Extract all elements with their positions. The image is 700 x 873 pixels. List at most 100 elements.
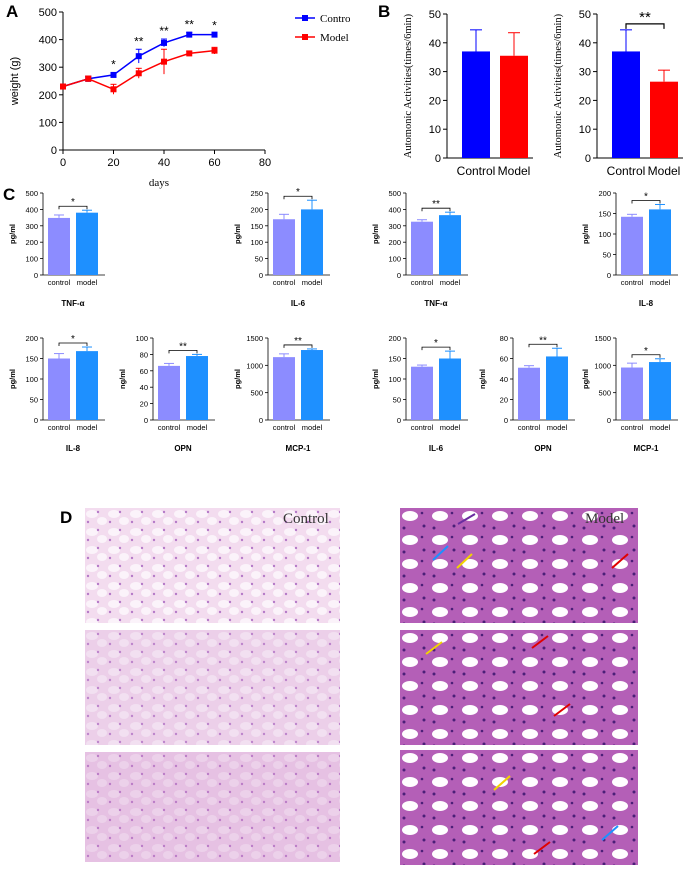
data-point-model <box>211 47 218 54</box>
y-tick-label: 10 <box>429 124 441 136</box>
bar-model <box>301 209 323 275</box>
significance-mark: ** <box>432 199 440 210</box>
bar-model <box>76 212 98 275</box>
chart-c8-il6-bar: 0 50 100 150 200 pg/ml control model IL-6 * <box>371 334 468 453</box>
arrow-blue-icon <box>432 545 449 561</box>
data-point-control <box>186 31 193 38</box>
x-axis-label: TNF-α <box>424 299 447 308</box>
y-tick-label: 400 <box>388 205 401 214</box>
significance-mark: ** <box>134 34 144 48</box>
y-tick-label: 100 <box>250 238 263 247</box>
y-tick-label: 0 <box>435 153 441 165</box>
x-tick-label: control <box>411 278 434 287</box>
arrow-yellow-icon <box>425 641 443 655</box>
panel-letter-b: B <box>378 2 391 21</box>
x-tick-label: control <box>273 423 296 432</box>
y-tick-label: 50 <box>255 255 263 264</box>
legend-label: Model <box>320 32 349 44</box>
bar-control <box>612 51 640 158</box>
y-tick-label: 60 <box>500 355 508 364</box>
y-tick-label: 30 <box>429 67 441 79</box>
significance-bracket <box>283 344 313 348</box>
significance-bracket <box>58 205 88 210</box>
x-tick-label: model <box>650 278 671 287</box>
chart-c1-tnf-bar: 0 100 200 300 400 500 pg/ml control model TNF-α * <box>8 189 105 308</box>
y-tick-label: 300 <box>25 222 38 231</box>
y-axis-label: pg/ml <box>8 224 17 244</box>
data-point-control <box>211 31 218 38</box>
x-tick-label: Control <box>607 164 646 178</box>
x-axis-label: IL-6 <box>291 299 306 308</box>
y-tick-label: 100 <box>135 334 148 343</box>
x-axis-label: IL-6 <box>429 444 444 453</box>
chart-b1-activity-bar: 0 10 20 30 40 50 Automonic Activities(times/6m… <box>403 9 533 178</box>
chart-c2-il6-bar: 0 50 100 150 200 250 pg/ml control model IL-6 * <box>233 187 330 308</box>
data-point-model <box>135 70 142 77</box>
arrow-red-icon <box>531 635 549 649</box>
x-tick-label: control <box>48 423 71 432</box>
x-tick-label: control <box>518 423 541 432</box>
x-tick-label: Control <box>457 164 496 178</box>
y-tick-label: 0 <box>585 153 591 165</box>
bar-model <box>76 351 98 420</box>
histology-control-1 <box>85 508 340 623</box>
significance-mark: * <box>111 58 116 72</box>
y-tick-label: 1500 <box>246 334 263 343</box>
significance-mark: * <box>644 191 648 202</box>
panel-letter-c: C <box>3 185 16 204</box>
chart-b2-activity-bar: 0 10 20 30 40 50 Automonic Activities(times/6m… <box>553 9 683 178</box>
y-tick-label: 200 <box>39 90 57 102</box>
x-axis-label: IL-8 <box>66 444 81 453</box>
y-tick-label: 20 <box>579 95 591 107</box>
y-tick-label: 40 <box>579 38 591 50</box>
bar-control <box>621 367 643 420</box>
significance-mark: ** <box>179 341 187 352</box>
data-point-model <box>110 86 117 93</box>
x-tick-label: model <box>547 423 568 432</box>
x-tick-label: control <box>621 278 644 287</box>
y-tick-label: 100 <box>598 230 611 239</box>
chart-c4-il8-bar: 0 50 100 150 200 pg/ml control model IL-8 * <box>581 189 678 308</box>
significance-bracket <box>421 207 451 212</box>
arrow-red-icon <box>611 553 629 569</box>
chart-c7-mcp1-bar: 0 500 1000 1500 pg/ml control model MCP-1 ** <box>233 334 330 453</box>
bar-model <box>439 358 461 420</box>
bar-control <box>411 366 433 420</box>
y-tick-label: 150 <box>388 355 401 364</box>
y-tick-label: 0 <box>397 416 401 425</box>
y-axis-label: ng/ml <box>118 369 127 389</box>
bar-control <box>621 216 643 275</box>
bar-model <box>500 55 528 159</box>
bar-control <box>273 219 295 275</box>
y-tick-label: 100 <box>39 117 57 129</box>
x-axis-label: days <box>149 177 169 189</box>
y-tick-label: 300 <box>388 222 401 231</box>
y-tick-label: 150 <box>598 210 611 219</box>
significance-bracket <box>168 350 198 354</box>
histology-control-3 <box>85 752 340 862</box>
histology-control-label: Control <box>283 511 329 527</box>
data-point-control <box>135 53 142 60</box>
y-tick-label: 20 <box>140 400 148 409</box>
significance-mark: * <box>434 338 438 349</box>
chart-c6-opn-bar: 0 20 40 60 80 100 ng/ml control model OPN ** <box>118 334 215 453</box>
y-tick-label: 20 <box>429 95 441 107</box>
y-tick-label: 60 <box>140 367 148 376</box>
y-axis-label: pg/ml <box>581 224 590 244</box>
panel-letter-d: D <box>60 508 73 527</box>
panel-letter-a: A <box>6 2 19 21</box>
y-tick-label: 40 <box>140 383 148 392</box>
significance-bracket <box>631 354 661 358</box>
y-tick-label: 50 <box>579 9 591 21</box>
significance-bracket <box>58 342 88 347</box>
bar-model <box>186 356 208 420</box>
bar-model <box>301 350 323 420</box>
y-tick-label: 0 <box>259 271 263 280</box>
y-tick-label: 0 <box>504 416 508 425</box>
y-tick-label: 0 <box>144 416 148 425</box>
y-tick-label: 40 <box>429 38 441 50</box>
arrow-purple-icon <box>457 513 476 525</box>
x-tick-label: model <box>440 423 461 432</box>
significance-mark: * <box>71 197 75 208</box>
significance-mark: * <box>71 334 75 345</box>
